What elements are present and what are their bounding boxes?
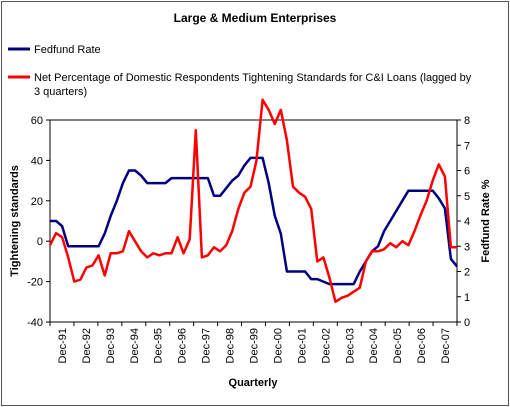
x-tick-label: Dec-95 — [153, 328, 165, 363]
y-tick-label: 40 — [31, 155, 43, 167]
legend-label-tightening-line2: 3 quarters) — [34, 86, 87, 98]
x-tick-label: Dec-94 — [129, 328, 141, 363]
y-axis-left: -40 -20 0 20 40 60 — [27, 115, 50, 329]
x-tick-label: Dec-96 — [177, 328, 189, 363]
plot-area — [49, 119, 458, 323]
series-line-tightening — [48, 98, 457, 304]
y-tick-label: 0 — [37, 236, 43, 248]
y2-tick-label: 4 — [464, 216, 470, 228]
y2-axis-title: Fedfund Rate % — [480, 179, 492, 262]
y-tick-label: -20 — [27, 277, 43, 289]
y2-tick-label: 5 — [464, 191, 470, 203]
x-tick-label: Dec-92 — [81, 328, 93, 363]
x-tick-label: Dec-98 — [225, 328, 237, 363]
y-tick-label: 20 — [31, 196, 43, 208]
chart-title: Large & Medium Enterprises — [174, 11, 337, 25]
y-tick-label: 60 — [31, 115, 43, 127]
x-tick-label: Dec-97 — [201, 328, 213, 363]
x-tick-label: Dec-04 — [368, 328, 380, 363]
x-tick-label: Dec-91 — [57, 328, 69, 363]
x-tick-label: Dec-93 — [105, 328, 117, 363]
x-axis-title: Quarterly — [229, 377, 279, 389]
y2-tick-label: 3 — [464, 241, 470, 253]
series-line-fedfund — [50, 156, 458, 286]
x-axis: Dec-91 Dec-92 Dec-93 Dec-94 Dec-95 Dec-96 Dec-… — [49, 322, 458, 363]
x-tick-label: Dec-05 — [392, 328, 404, 363]
x-tick-label: Dec-99 — [249, 328, 261, 363]
legend-label-fedfund: Fedfund Rate — [34, 44, 101, 56]
y2-tick-label: 2 — [464, 267, 470, 279]
x-tick-label: Dec-03 — [344, 328, 356, 363]
y2-tick-label: 6 — [464, 166, 470, 178]
y-axis-right: 0 1 2 3 4 5 6 7 8 — [457, 115, 470, 329]
legend-label-tightening: Net Percentage of Domestic Respondents T… — [34, 72, 474, 98]
y-axis-title: Tightening standards — [9, 165, 21, 277]
y2-tick-label: 1 — [464, 292, 470, 304]
legend: Fedfund Rate Net Percentage of Domestic … — [8, 44, 474, 98]
x-tick-label: Dec-02 — [320, 328, 332, 363]
y2-tick-label: 7 — [464, 140, 470, 152]
y-tick-label: -40 — [27, 317, 43, 329]
y2-tick-label: 8 — [464, 115, 470, 127]
legend-label-tightening-line1: Net Percentage of Domestic Respondents T… — [34, 72, 472, 84]
x-tick-label: Dec-07 — [440, 328, 452, 363]
y2-tick-label: 0 — [464, 317, 470, 329]
x-tick-label: Dec-06 — [416, 328, 428, 363]
x-tick-label: Dec-01 — [296, 328, 308, 363]
x-tick-label: Dec-00 — [272, 328, 284, 363]
